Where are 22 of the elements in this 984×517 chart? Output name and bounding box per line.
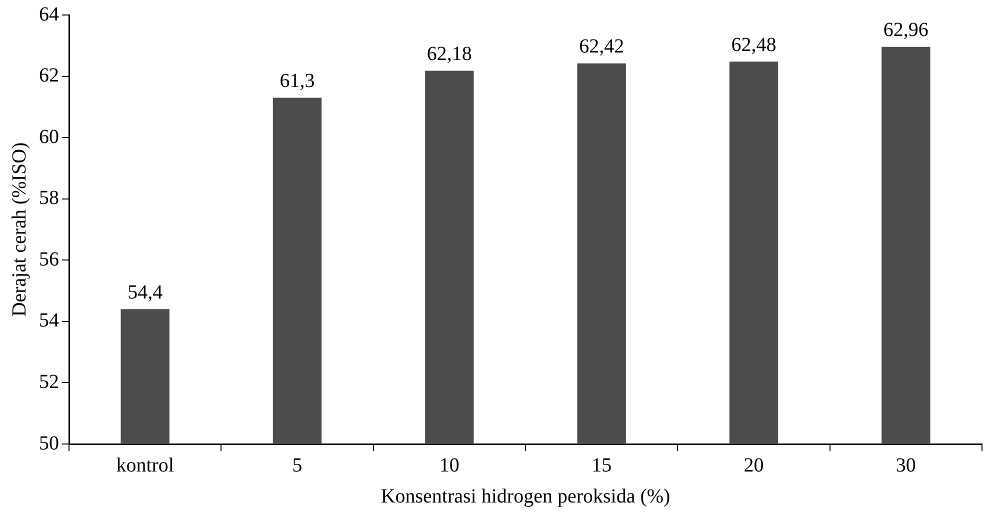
data-label: 62,96 (883, 19, 928, 42)
data-label: 62,48 (731, 34, 776, 56)
data-label: 61,3 (280, 70, 315, 92)
x-tick-label: kontrol (116, 454, 174, 476)
data-label: 54,4 (128, 281, 163, 304)
x-tick-label: 10 (439, 454, 460, 476)
y-tick-label: 60 (39, 126, 59, 148)
data-label: 62,18 (426, 43, 472, 66)
y-tick-label: 56 (39, 248, 59, 270)
y-tick-label: 50 (39, 432, 59, 454)
data-label: 62,42 (579, 36, 624, 58)
x-tick-label: 5 (292, 454, 302, 476)
x-tick-label: 15 (592, 454, 612, 476)
x-tick-label: 30 (896, 454, 916, 476)
x-tick-label: 20 (744, 454, 764, 476)
x-axis-title: Konsentrasi hidrogen peroksida (%) (380, 485, 670, 508)
y-tick-label: 52 (39, 370, 59, 393)
y-axis-title: Derajat cerah (%ISO) (8, 142, 30, 317)
y-tick-label: 54 (39, 310, 59, 332)
y-tick-label: 62 (39, 64, 59, 87)
y-tick-label: 64 (39, 3, 59, 26)
y-tick-label: 58 (39, 187, 59, 210)
